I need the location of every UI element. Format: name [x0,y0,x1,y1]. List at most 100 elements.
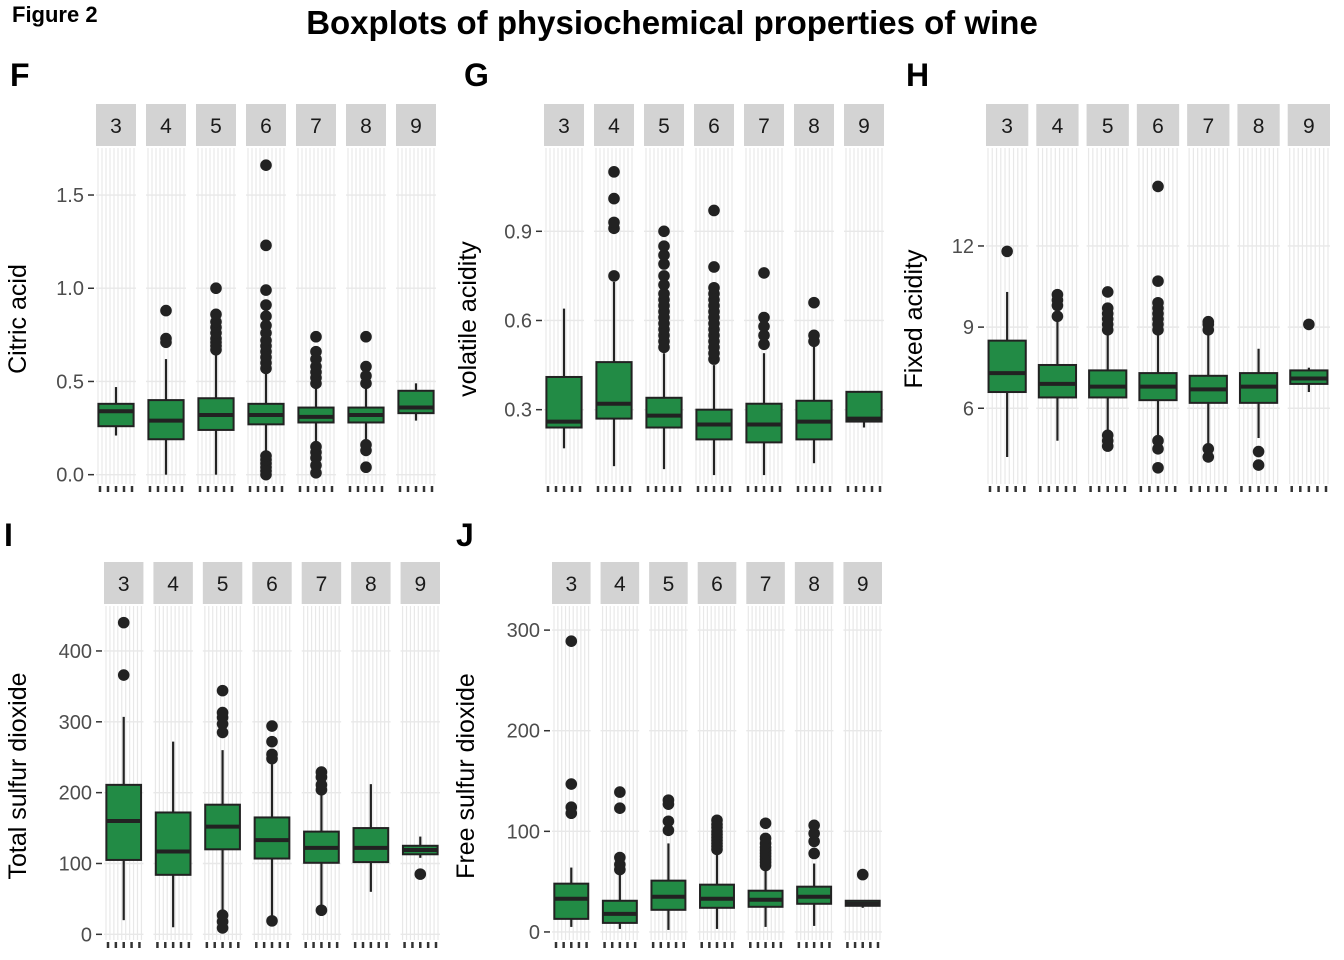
outlier-point [310,440,322,453]
panel-label: G [464,57,489,93]
facet: 9 [1287,104,1330,492]
facet-strip [296,104,336,146]
y-tick-label: 0 [81,924,92,946]
outlier-point [708,204,720,217]
facet: 8 [1237,104,1280,492]
outlier-point [360,461,372,474]
facet-strip [196,104,236,146]
outlier-point [808,827,820,840]
box [253,816,291,860]
outlier-point [608,270,620,282]
facet: 3 [104,562,144,948]
y-tick-label: 100 [507,821,540,843]
y-tick-label: 200 [507,721,540,743]
facet-strip [844,104,884,146]
facet-strip [400,562,440,604]
outlier-point [662,824,675,837]
outlier-point [210,282,222,295]
facet-strip-label: 3 [1001,115,1013,138]
panel-f: F Citric acid 0.0 0.5 1.0 1.5 3 4 5 6 7 8 9 [4,57,436,492]
panel-label: H [906,57,929,93]
facet: 8 [794,104,834,492]
facet-strip-label: 4 [614,573,626,596]
y-tick-label: 6 [963,398,974,420]
facet-strip [96,104,136,146]
facet-strip-label: 9 [1303,115,1315,138]
facet-strip [794,562,834,604]
facet-strip-label: 5 [1102,115,1114,138]
facet-strip [644,104,684,146]
outlier-point [160,332,172,345]
facet-strip-label: 7 [760,573,772,596]
facet-strip [104,562,144,604]
y-tick-label: 300 [507,620,540,642]
outlier-point [216,726,229,739]
facet-strip [396,104,436,146]
outlier-point [758,311,770,324]
outlier-point [759,832,772,845]
outlier-point [1202,451,1215,463]
facet-strip [843,562,882,604]
facet: 5 [1086,104,1129,492]
y-tick-label: 0.9 [504,221,532,243]
facet-strip [746,562,785,604]
outlier-point [266,748,278,761]
facet-strip [649,562,688,604]
facet-strip [1086,104,1129,146]
outlier-point [658,258,670,270]
facet-strip-label: 7 [758,115,770,138]
facet: 7 [301,562,342,948]
outlier-point [759,817,772,830]
y-axis-label: volatile acidity [454,241,482,397]
panel-i: I Total sulfur dioxide 0 100 200 300 400 3 4 5 6 7 8… [4,517,440,948]
facet: 6 [1136,104,1180,492]
panel-label: I [4,517,13,553]
outlier-point [260,450,272,462]
facet-strip [351,562,391,604]
facet-strip [252,562,292,604]
outlier-point [658,279,670,291]
facet: 5 [202,562,243,948]
facet-strip-label: 4 [1052,115,1064,138]
outlier-point [315,904,328,917]
facet-strip [301,562,342,604]
y-tick-label: 0.0 [56,465,84,487]
facet: 8 [351,562,391,948]
facet: 7 [296,104,336,492]
outlier-point [1252,445,1265,458]
facet-strip-label: 5 [217,573,229,596]
outlier-point [266,915,278,927]
facet: 8 [346,104,386,492]
outlier-point [808,847,820,860]
facet-strip [744,104,784,146]
box [97,402,135,428]
outlier-point [260,284,272,296]
outlier-point [315,766,328,778]
y-tick-label: 0.5 [56,371,84,393]
facet-strip [1237,104,1280,146]
outlier-point [1051,310,1064,323]
outlier-point [216,684,229,697]
facet: 7 [1187,104,1230,492]
outlier-point [160,304,172,317]
facet: 6 [252,562,292,948]
outlier-point [360,439,372,451]
panel-label: F [10,57,30,93]
facet-strip-label: 7 [316,573,328,596]
facet-strip-label: 3 [118,573,130,596]
outlier-point [711,814,723,827]
panel-label: J [456,517,474,553]
y-axis-label: Total sulfur dioxide [4,672,32,879]
y-axis-label: Citric acid [4,264,32,374]
facet-strip-label: 4 [608,115,620,138]
facet-strip-label: 4 [167,573,179,596]
y-tick-label: 200 [59,783,92,805]
y-axis-label: Free sulfur dioxide [452,673,480,879]
outlier-point [1152,296,1164,309]
facet-strip-label: 8 [360,115,372,138]
outlier-point [266,735,278,748]
figure-label: Figure 2 [12,2,98,27]
outlier-point [1101,429,1114,442]
outlier-point [260,319,272,332]
